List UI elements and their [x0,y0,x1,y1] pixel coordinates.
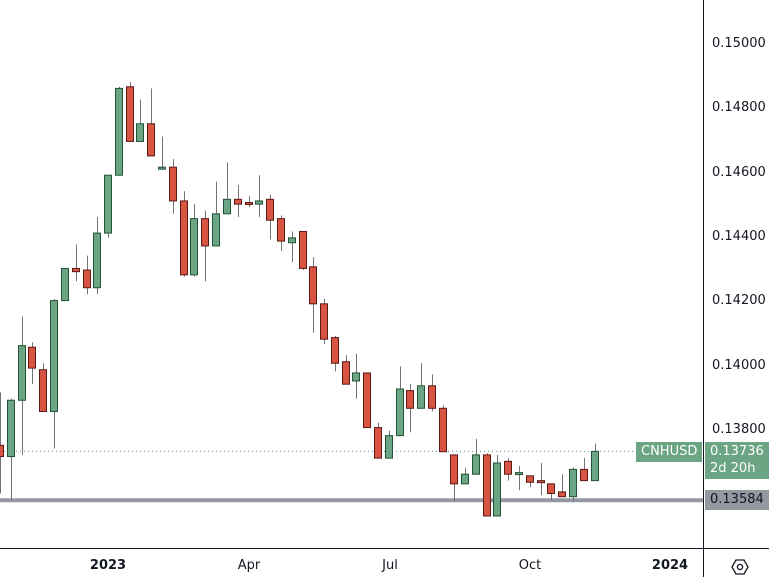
candle-down[interactable] [439,407,447,453]
candle-down[interactable] [201,218,209,247]
candle-down[interactable] [234,198,242,205]
candle-up[interactable] [61,267,69,302]
candle-down[interactable] [537,480,545,484]
candles-group [0,81,599,517]
settings-icon[interactable] [731,559,749,575]
time-tick-label: Oct [518,558,542,573]
candle-up[interactable] [569,468,577,498]
candle-up[interactable] [7,399,15,458]
candle-down[interactable] [28,346,36,369]
last-price-value: 0.13736 [710,444,764,459]
price-tick-label: 0.13800 [712,421,766,437]
candle-up[interactable] [352,372,360,382]
candle-down[interactable] [558,491,566,498]
price-tick-label: 0.14400 [712,228,766,244]
candle-down[interactable] [245,202,253,206]
candle-up[interactable] [461,473,469,485]
last-price-tag: 0.13736 2d 20h [705,442,769,479]
candle-up[interactable] [93,232,101,289]
time-tick-label: Apr [237,558,261,573]
candle-up[interactable] [190,218,198,276]
price-tick-label: 0.14800 [712,100,766,116]
candle-down[interactable] [428,385,436,409]
candle-down[interactable] [526,475,534,483]
candle-up[interactable] [417,385,425,409]
candle-up[interactable] [18,345,26,401]
candle-down[interactable] [72,267,80,273]
candle-up[interactable] [288,237,296,244]
candle-up[interactable] [212,213,220,247]
candle-down[interactable] [547,483,555,494]
candle-up[interactable] [472,454,480,475]
candle-down[interactable] [83,269,91,289]
time-tick-label: 2023 [89,558,127,573]
candle-down[interactable] [504,460,512,475]
candle-up[interactable] [50,300,58,413]
candle-up[interactable] [136,123,144,142]
candle-up[interactable] [396,388,404,437]
candle-down[interactable] [299,230,307,269]
candle-up[interactable] [255,200,263,205]
candle-down[interactable] [331,337,339,364]
candle-up[interactable] [223,198,231,215]
candle-down[interactable] [320,303,328,340]
candle-down[interactable] [406,390,414,409]
candle-up[interactable] [591,450,599,482]
candle-down[interactable] [309,266,317,305]
time-tick-label: Jul [382,558,398,573]
candle-up[interactable] [493,462,501,517]
candle-up[interactable] [115,87,123,176]
candle-up[interactable] [385,435,393,459]
time-tick-label: 2024 [651,558,689,573]
price-tick-label: 0.14200 [712,293,766,309]
price-tick-label: 0.14000 [712,357,766,373]
candle-down[interactable] [450,454,458,485]
candle-down[interactable] [483,454,491,517]
candle-up[interactable] [515,472,523,476]
support-price-tag: 0.13584 [705,490,769,510]
candle-up[interactable] [158,166,166,170]
candle-down[interactable] [374,427,382,459]
candle-down[interactable] [277,218,285,242]
candle-down[interactable] [0,444,4,458]
candle-down[interactable] [147,123,155,157]
candle-down[interactable] [363,372,371,429]
symbol-tag: CNHUSD [636,442,703,462]
candle-down[interactable] [580,468,588,482]
candle-down[interactable] [180,200,188,276]
candle-down[interactable] [266,198,274,221]
candle-down[interactable] [39,369,47,413]
bar-countdown: 2d 20h [710,461,756,476]
price-tick-label: 0.14600 [712,164,766,180]
candle-down[interactable] [169,166,177,202]
price-tick-label: 0.15000 [712,36,766,51]
candle-up[interactable] [104,174,112,234]
candle-down[interactable] [126,86,134,142]
candle-down[interactable] [342,361,350,385]
